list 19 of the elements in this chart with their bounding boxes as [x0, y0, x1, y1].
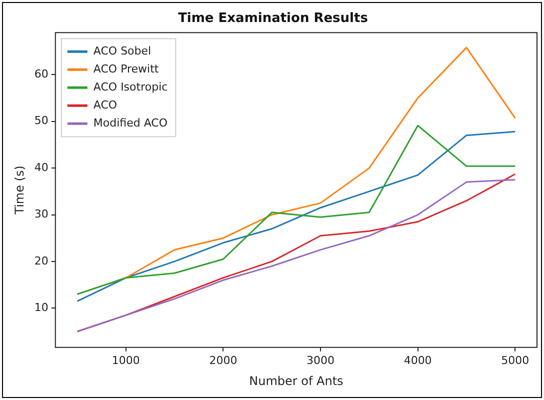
x-tick-label: 1000 — [112, 354, 140, 367]
x-axis-title: Number of Ants — [249, 374, 344, 388]
x-tick-label: 5000 — [501, 354, 530, 367]
legend-label: Modified ACO — [93, 116, 168, 130]
chart-title: Time Examination Results — [178, 11, 368, 26]
y-tick-label: 50 — [34, 114, 48, 128]
y-tick-label: 60 — [34, 67, 48, 80]
y-tick-label: 40 — [34, 160, 48, 174]
legend-label: ACO — [93, 98, 118, 112]
y-tick-label: 20 — [34, 254, 48, 268]
legend-label: ACO Sobel — [93, 44, 152, 58]
legend-label: ACO Isotropic — [93, 80, 168, 94]
x-tick-label: 2000 — [209, 354, 238, 367]
x-tick-label: 4000 — [404, 354, 432, 367]
y-tick-label: 10 — [34, 301, 48, 314]
y-tick-label: 30 — [34, 208, 48, 221]
x-tick-label: 3000 — [306, 354, 335, 367]
legend-label: ACO Prewitt — [93, 62, 160, 76]
y-axis-title: Time (s) — [12, 166, 26, 216]
